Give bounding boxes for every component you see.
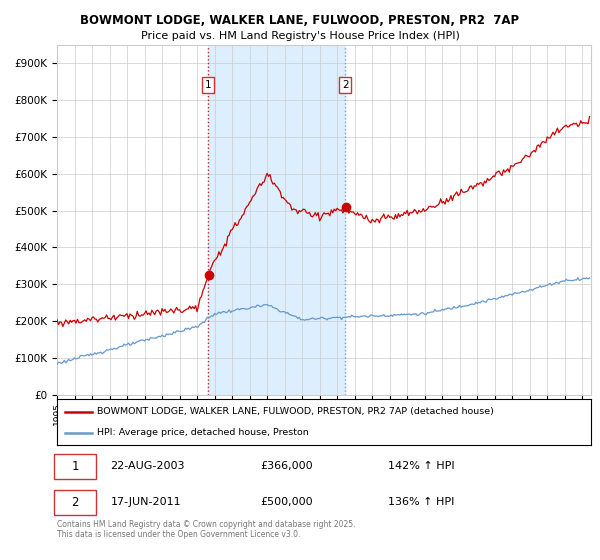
Text: 2: 2: [342, 80, 349, 90]
Text: 22-AUG-2003: 22-AUG-2003: [110, 461, 185, 472]
FancyBboxPatch shape: [55, 490, 96, 515]
Text: 1: 1: [71, 460, 79, 473]
Text: 136% ↑ HPI: 136% ↑ HPI: [388, 497, 454, 507]
Text: 2: 2: [71, 496, 79, 509]
Text: £366,000: £366,000: [260, 461, 313, 472]
Text: 142% ↑ HPI: 142% ↑ HPI: [388, 461, 455, 472]
Text: £500,000: £500,000: [260, 497, 313, 507]
FancyBboxPatch shape: [55, 454, 96, 479]
Text: BOWMONT LODGE, WALKER LANE, FULWOOD, PRESTON, PR2  7AP: BOWMONT LODGE, WALKER LANE, FULWOOD, PRE…: [80, 14, 520, 27]
Text: 1: 1: [205, 80, 212, 90]
Text: Contains HM Land Registry data © Crown copyright and database right 2025.
This d: Contains HM Land Registry data © Crown c…: [57, 520, 355, 539]
Text: 17-JUN-2011: 17-JUN-2011: [110, 497, 181, 507]
Bar: [208, 45, 345, 395]
Text: Price paid vs. HM Land Registry's House Price Index (HPI): Price paid vs. HM Land Registry's House …: [140, 31, 460, 41]
Text: BOWMONT LODGE, WALKER LANE, FULWOOD, PRESTON, PR2 7AP (detached house): BOWMONT LODGE, WALKER LANE, FULWOOD, PRE…: [97, 407, 494, 416]
Text: HPI: Average price, detached house, Preston: HPI: Average price, detached house, Pres…: [97, 428, 309, 437]
